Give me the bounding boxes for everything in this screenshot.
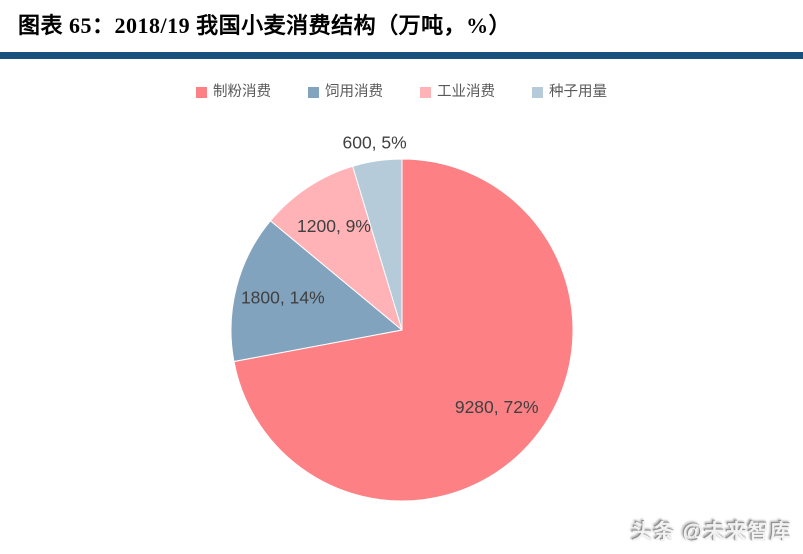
- legend-item-0: 制粉消费: [196, 85, 271, 100]
- pie-slice-label-2: 1200, 9%: [297, 216, 371, 236]
- figure-title: 图表 65：2018/19 我国小麦消费结构（万吨，%）: [18, 13, 512, 38]
- title-divider: [0, 52, 803, 59]
- legend-swatch-icon: [308, 86, 319, 98]
- legend-swatch-icon: [420, 86, 431, 98]
- legend-label: 种子用量: [549, 84, 607, 100]
- pie-slice-label-1: 1800, 14%: [241, 288, 325, 308]
- legend-item-2: 工业消费: [420, 85, 495, 100]
- legend-label: 工业消费: [437, 84, 495, 100]
- legend-swatch-icon: [532, 86, 543, 98]
- legend-swatch-icon: [196, 86, 207, 98]
- pie-slice-3: [352, 158, 403, 331]
- pie-slice-label-3: 600, 5%: [342, 133, 406, 153]
- legend-item-3: 种子用量: [532, 85, 607, 100]
- legend-item-1: 饲用消费: [308, 85, 383, 100]
- watermark: 头条 @未来智库: [631, 521, 792, 544]
- pie-slice-1: [230, 220, 403, 363]
- legend-label: 饲用消费: [325, 84, 383, 100]
- pie-slice-label-0: 9280, 72%: [455, 397, 539, 417]
- legend-label: 制粉消费: [213, 84, 271, 100]
- pie-slice-2: [269, 165, 403, 331]
- chart-legend: 制粉消费 饲用消费 工业消费 种子用量: [0, 85, 803, 100]
- pie-slice-0: [233, 158, 574, 502]
